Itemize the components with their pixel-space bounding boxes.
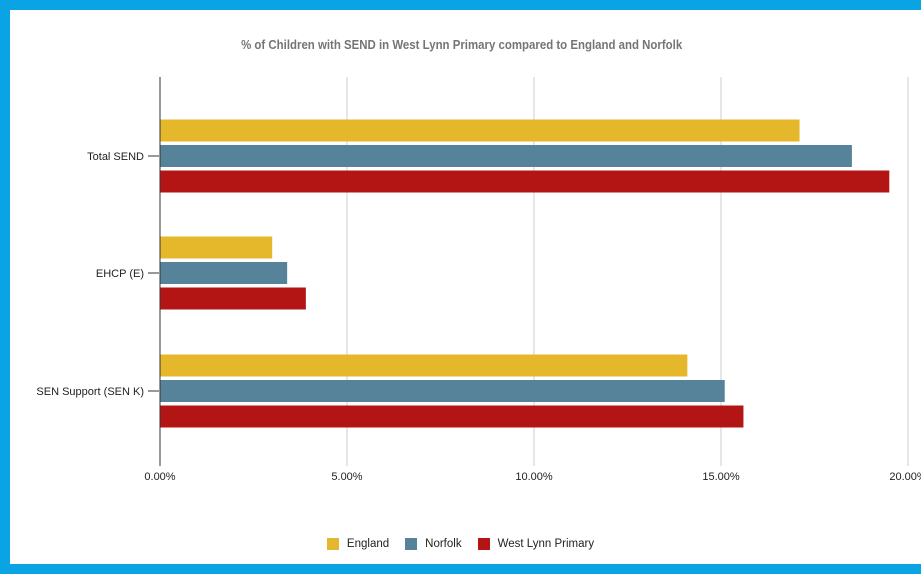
bar-norfolk-total-send [160, 145, 852, 167]
bar-west-lynn-primary-ehcp-e [160, 287, 306, 310]
bar-west-lynn-primary-total-send [160, 170, 890, 193]
legend-swatch [405, 538, 418, 550]
y-tick-label: Total SEND [87, 151, 144, 163]
legend-label: England [346, 538, 390, 550]
bar-england-ehcp-e [160, 236, 273, 259]
y-tick-label: EHCP (E) [96, 268, 144, 280]
legend-item: Norfolk [405, 538, 462, 550]
bar-england-total-send [160, 119, 800, 142]
legend-label: West Lynn Primary [497, 538, 595, 550]
bar-west-lynn-primary-sen-support-sen-k [160, 405, 744, 428]
chart-title: % of Children with SEND in West Lynn Pri… [241, 37, 683, 52]
x-tick-label: 15.00% [702, 471, 740, 483]
legend-item: West Lynn Primary [477, 538, 595, 550]
legend-item: England [326, 538, 390, 550]
bar-norfolk-ehcp-e [160, 262, 288, 284]
legend-swatch [326, 538, 339, 550]
x-tick-label: 5.00% [331, 471, 362, 483]
bar-norfolk-sen-support-sen-k [160, 380, 725, 402]
y-tick-label: SEN Support (SEN K) [36, 386, 144, 398]
bar-england-sen-support-sen-k [160, 354, 688, 377]
chart-legend: England Norfolk West Lynn Primary [0, 538, 921, 550]
x-tick-label: 20.00% [889, 471, 921, 483]
x-tick-label: 0.00% [144, 471, 175, 483]
chart-frame [10, 10, 921, 564]
legend-label: Norfolk [425, 538, 462, 550]
legend-swatch [477, 538, 490, 550]
x-tick-label: 10.00% [515, 471, 553, 483]
